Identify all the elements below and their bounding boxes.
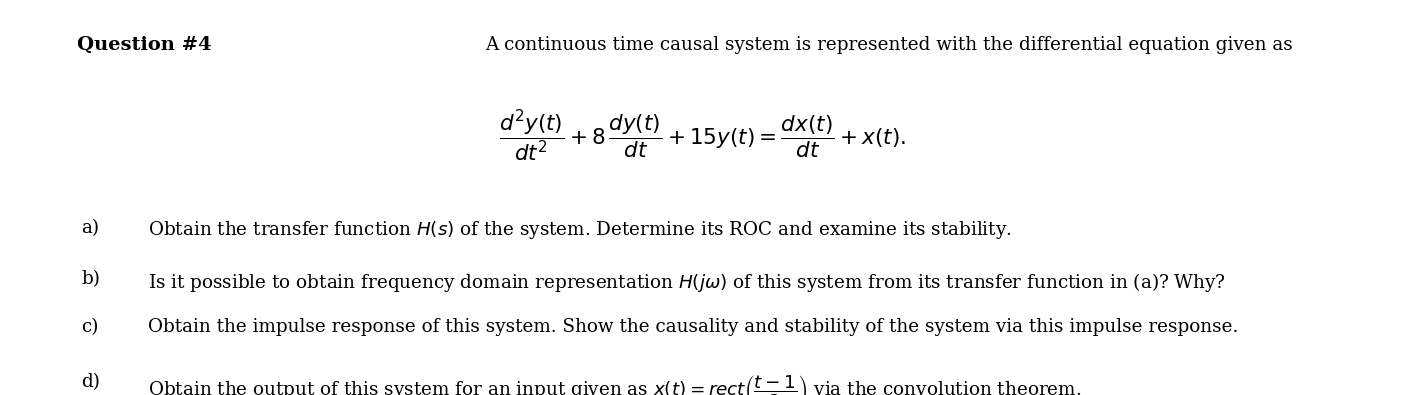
Text: a): a) xyxy=(81,219,100,237)
Text: Is it possible to obtain frequency domain representation $H(j\omega)$ of this sy: Is it possible to obtain frequency domai… xyxy=(148,271,1225,293)
Text: d): d) xyxy=(81,373,101,391)
Text: b): b) xyxy=(81,271,101,289)
Text: Question #4: Question #4 xyxy=(77,36,212,54)
Text: $\dfrac{d^2y(t)}{dt^2} + 8\,\dfrac{dy(t)}{dt} + 15y(t) = \dfrac{dx(t)}{dt} + x(t: $\dfrac{d^2y(t)}{dt^2} + 8\,\dfrac{dy(t)… xyxy=(499,109,906,164)
Text: A continuous time causal system is represented with the differential equation gi: A continuous time causal system is repre… xyxy=(485,36,1293,54)
Text: Obtain the output of this system for an input given as $x(t) = \mathit{rect}\lef: Obtain the output of this system for an … xyxy=(148,373,1080,395)
Text: Obtain the transfer function $H(s)$ of the system. Determine its ROC and examine: Obtain the transfer function $H(s)$ of t… xyxy=(148,219,1012,241)
Text: c): c) xyxy=(81,318,98,336)
Text: Obtain the impulse response of this system. Show the causality and stability of : Obtain the impulse response of this syst… xyxy=(148,318,1238,336)
